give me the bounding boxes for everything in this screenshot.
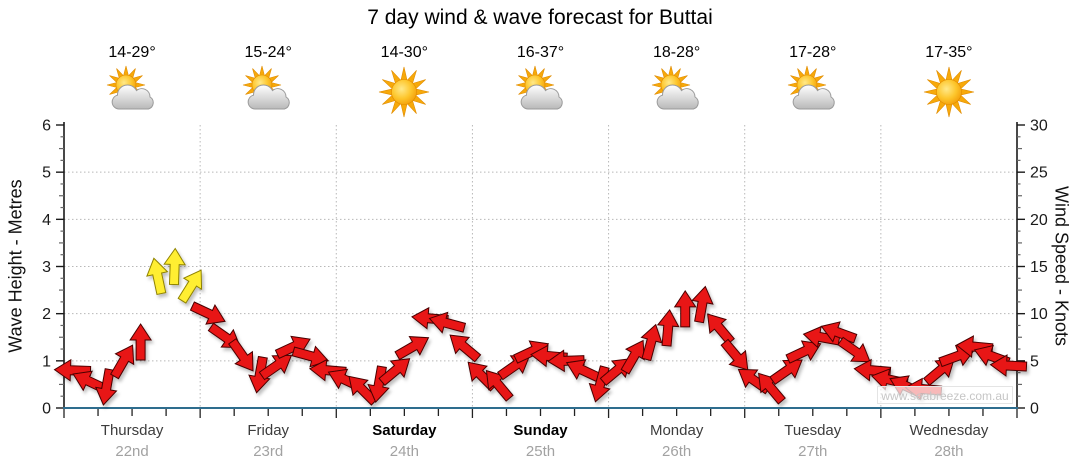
day-label-wednesday: Wednesday 28th [879,422,1019,460]
right-axis-tick-label: 0 [1030,401,1039,418]
left-axis-tick-label: 3 [42,259,51,276]
temperature-label: 17-35° [925,44,973,61]
wind-arrow [837,336,871,363]
sun-icon [379,66,430,118]
left-axis-tick-label: 0 [42,401,51,418]
wind-arrow [673,289,697,328]
wind-arrow [923,358,955,387]
cloud [656,84,699,110]
wind-arrow [691,285,714,324]
wind-arrow [769,359,803,386]
watermark: www.seabreeze.com.au [877,386,1013,404]
sun-cloud-icon [651,65,699,110]
wind-arrow [110,344,135,380]
left-axis-tick-label: 1 [42,353,51,370]
day-date: 26th [662,443,692,460]
day-date: 24th [389,443,419,460]
wind-arrow [785,340,822,364]
day-date: 23rd [253,443,284,460]
day-label-sunday: Sunday 25th [471,422,611,460]
day-name: Saturday [372,422,437,439]
wind-arrow [94,368,118,406]
temperature-label: 14-29° [108,44,156,61]
wind-arrow [820,321,858,344]
wind-arrow [620,339,645,375]
wind-arrow [394,336,430,361]
right-axis-tick-label: 30 [1030,118,1048,135]
wind-arrow [720,338,749,371]
day-label-monday: Monday 26th [607,422,747,460]
wind-arrow [129,323,153,361]
cloud [247,84,290,110]
temperature-label: 16-37° [516,44,565,61]
day-label-saturday: Saturday 24th [334,422,474,460]
day-label-friday: Friday 23rd [198,422,338,460]
sun-disc [391,79,418,105]
day-name: Wednesday [909,422,989,439]
left-axis-tick-label: 4 [42,212,51,229]
wind-arrow [378,358,411,387]
wind-arrow [485,369,514,402]
sun-disc [936,79,962,105]
day-date: 25th [525,443,556,460]
day-name: Thursday [100,422,164,439]
sun-cloud-icon [787,65,835,110]
wind-arrow [989,354,1028,377]
sun-cloud-icon [106,65,154,110]
wind-arrow [146,257,169,296]
wind-arrow [547,349,585,373]
wind-arrow [449,334,482,363]
wind-arrow [189,301,226,325]
temperature-label: 15-24° [244,44,292,61]
temperature-label: 14-30° [380,44,428,61]
cloud [111,84,154,110]
wind-arrow [227,338,254,372]
chart-title: 7 day wind & wave forecast for Buttai [367,6,713,29]
cloud [520,84,563,110]
day-name: Tuesday [784,422,842,439]
wind-arrow [428,311,467,334]
cloud [792,84,835,110]
wind-arrow [707,313,735,346]
day-date: 27th [798,443,828,460]
day-date: 22nd [115,443,149,460]
day-date: 28th [934,443,964,460]
left-axis-tick-label: 5 [42,165,51,182]
right-axis-tick-label: 20 [1030,212,1048,229]
wind-arrow [656,308,680,347]
sun-icon [923,66,974,118]
right-axis-tick-label: 5 [1030,353,1039,370]
wind-arrow-series [53,247,1028,406]
day-name: Sunday [513,422,568,439]
temperature-label: 18-28° [652,44,701,61]
wind-arrow [758,372,786,405]
sun-cloud-icon [515,65,563,110]
wind-arrow [640,323,663,362]
day-name: Friday [247,422,290,439]
day-label-thursday: Thursday 22nd [62,422,202,460]
left-axis-tick-label: 2 [42,306,51,323]
wind-arrow [163,247,187,286]
temperature-label: 17-28° [789,44,837,61]
day-label-tuesday: Tuesday 27th [743,422,883,460]
wind-arrow [258,354,293,381]
left-axis-tick-label: 6 [42,118,51,135]
wind-arrow [177,269,203,304]
right-axis-tick-label: 25 [1030,165,1048,182]
sun-cloud-icon [243,65,290,110]
right-axis-tick-label: 10 [1030,306,1048,323]
day-name: Monday [649,422,704,439]
right-axis-tick-label: 15 [1030,259,1048,276]
wind-arrow [53,358,92,382]
